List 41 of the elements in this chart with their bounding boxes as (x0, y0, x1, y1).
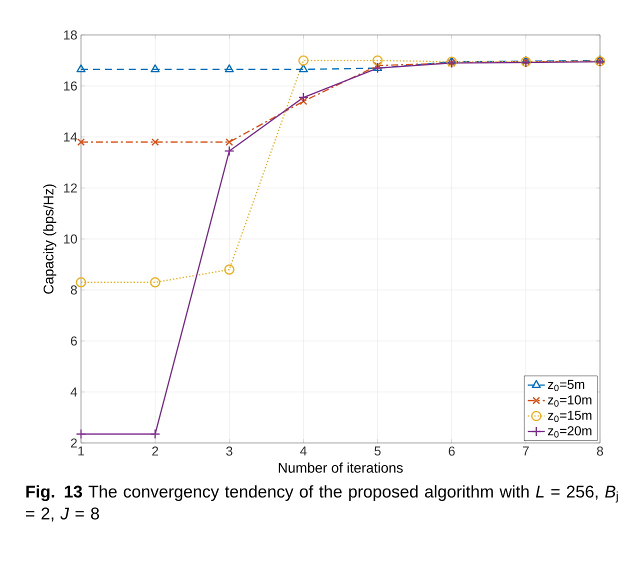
point (150, 277, 160, 288)
x-tick-label: 3 (226, 446, 232, 456)
x-tick-label: 1 (78, 446, 84, 456)
y-tick-label: 2 (70, 438, 77, 448)
point (76, 428, 86, 440)
legend-label: z$_{0}$=10m (548, 395, 592, 407)
y-axis-title: Capacity (bps/Hz) (43, 184, 56, 294)
point (224, 64, 234, 72)
legend-label: z$_{0}$=5m (548, 380, 584, 392)
legend-label: z$_{0}$=20m (548, 426, 592, 438)
point (225, 138, 234, 146)
point (76, 64, 86, 72)
y-tick-label: 16 (64, 81, 77, 91)
legend-label: z$_{0}$=15m (548, 410, 592, 422)
point (150, 428, 160, 440)
y-tick-label: 18 (64, 30, 77, 40)
point (77, 138, 85, 146)
x-tick-label: 5 (374, 446, 381, 456)
point (151, 138, 159, 146)
y-tick-label: 8 (70, 285, 77, 295)
point (76, 277, 86, 288)
y-tick-label: 14 (64, 132, 78, 142)
x-tick-label: 6 (448, 446, 455, 456)
y-tick-label: 12 (64, 183, 77, 193)
point (224, 264, 234, 275)
text: Fig. 13 The convergency tendency of the proposed algorithm with L = 256, B$_{j}$ = 2, J = 8 (26, 485, 618, 522)
point (150, 64, 160, 72)
x-tick-label: 2 (152, 446, 158, 456)
x-tick-label: 8 (596, 446, 604, 456)
point (300, 97, 308, 106)
point (298, 55, 309, 66)
y-tick-label: 4 (70, 388, 78, 396)
point (372, 55, 383, 66)
point (298, 64, 308, 72)
point (298, 92, 309, 103)
x-axis-title: Number of iterations (278, 462, 403, 473)
y-tick-label: 10 (64, 234, 77, 244)
point (224, 146, 234, 156)
y-tick-label: 6 (70, 336, 77, 346)
x-tick-label: 7 (522, 446, 529, 456)
x-tick-label: 4 (300, 446, 307, 456)
